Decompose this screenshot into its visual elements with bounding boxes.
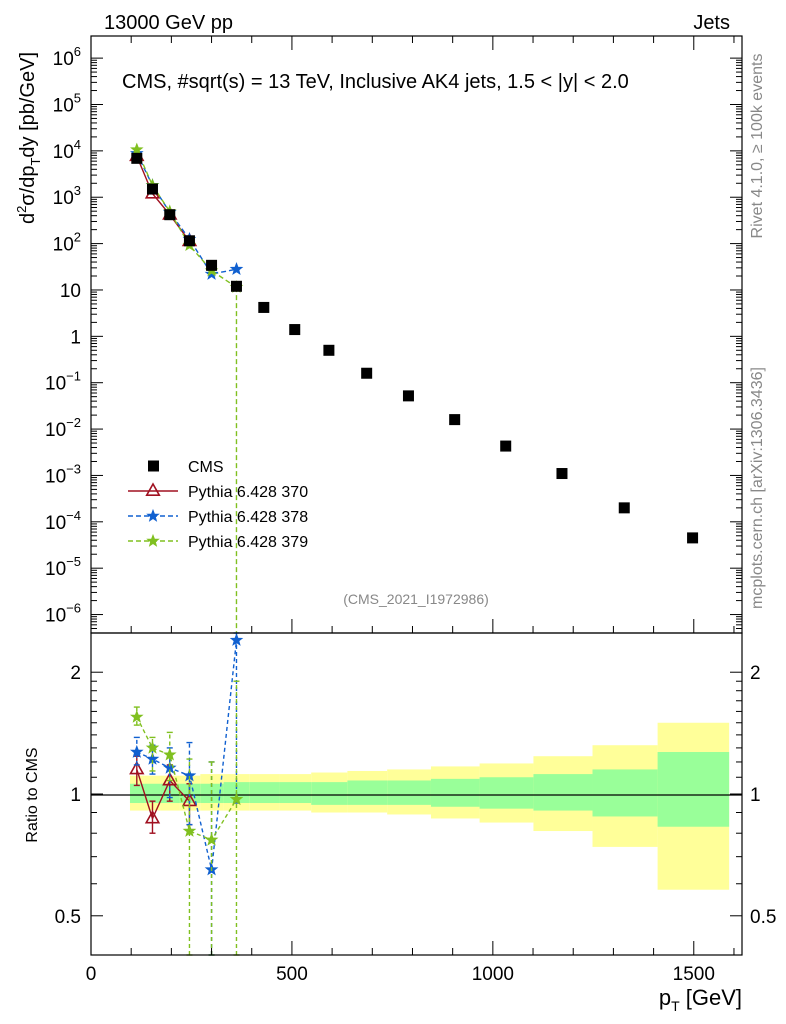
legend-cms-marker <box>148 460 159 472</box>
ratio-series-marker <box>162 771 178 786</box>
main-y-tick-label: 102 <box>53 230 81 256</box>
ratio-y-axis: 0.5 0.5 1 1 2 2 <box>55 663 777 928</box>
ratio-series-marker <box>229 792 244 806</box>
ratio-marks <box>129 632 244 956</box>
ratio-band-inner <box>479 777 534 809</box>
ratio-band-inner <box>129 783 145 804</box>
ratio-band-inner <box>279 782 312 804</box>
analysis-id: (CMS_2021_I1972986) <box>343 591 489 607</box>
legend-cms-label: CMS <box>188 459 224 476</box>
x-tick-label: 0 <box>86 964 97 985</box>
legend-label: Pythia 6.428 378 <box>188 509 308 526</box>
legend-marker <box>146 508 160 522</box>
cms-data-point <box>131 152 143 164</box>
x-label-p: p <box>659 985 671 1010</box>
cms-data-point <box>500 440 512 452</box>
cms-data-point <box>449 414 461 426</box>
ratio-series-line <box>136 716 238 841</box>
x-label-unit: [GeV] <box>680 985 742 1010</box>
main-y-axis-label: d2σ/dpTdy [pb/GeV] <box>14 52 43 224</box>
ratio-series-marker <box>145 740 160 754</box>
ratio-series-marker <box>182 823 197 837</box>
main-y-tick-label: 10−5 <box>45 554 81 580</box>
ratio-panel: 0.5 0.5 1 1 2 2 Ratio to CMS <box>24 632 777 956</box>
ratio-series-marker <box>144 809 161 824</box>
x-axis-label: pT [GeV] <box>659 985 742 1014</box>
ratio-y-axis-label: Ratio to CMS <box>24 747 41 842</box>
ratio-bands <box>129 722 730 890</box>
main-series-marker <box>229 262 244 276</box>
rivet-version-label: Rivet 4.1.0, ≥ 100k events <box>749 54 766 239</box>
ratio-band-inner <box>311 782 348 805</box>
main-y-axis: 10610510410310210110−110−210−310−410−510… <box>45 44 742 634</box>
ratio-band-inner <box>592 769 658 817</box>
legend-marker <box>145 482 161 497</box>
main-y-tick-label: 1 <box>70 327 81 348</box>
main-marks <box>129 142 699 633</box>
ratio-band-inner <box>249 782 280 804</box>
ratio-y-tick-label-right: 2 <box>750 663 761 684</box>
legend-label: Pythia 6.428 379 <box>188 534 308 551</box>
x-axis: 0 500 1000 1500 <box>86 36 735 985</box>
cms-data-point <box>146 183 158 195</box>
ratio-band-inner <box>430 778 480 807</box>
cms-data-point <box>687 532 699 544</box>
ratio-band-inner <box>144 783 161 804</box>
cms-data-point <box>164 209 176 221</box>
ratio-band-inner <box>347 780 388 805</box>
cms-data-point <box>258 301 270 313</box>
main-y-tick-label: 10−1 <box>45 369 81 395</box>
main-y-tick-label: 10−2 <box>45 415 81 441</box>
main-series-line <box>136 153 237 275</box>
ratio-band-inner <box>657 752 730 827</box>
legend-label: Pythia 6.428 370 <box>188 484 308 501</box>
ratio-series-marker <box>204 832 219 846</box>
main-y-tick-label: 10−3 <box>45 461 81 487</box>
cms-data-point <box>323 344 335 356</box>
category-label: Jets <box>693 12 730 34</box>
legend-marker <box>146 533 160 547</box>
cms-data-point <box>230 280 242 292</box>
ratio-series-marker <box>163 747 177 761</box>
cms-data-point <box>206 259 218 271</box>
cms-data-point <box>618 502 630 514</box>
main-panel: 10610510410310210110−110−210−310−410−510… <box>14 35 743 634</box>
main-y-tick-label: 105 <box>53 90 81 116</box>
x-tick-label: 1500 <box>673 964 715 985</box>
cms-data-point <box>289 324 301 336</box>
cms-data-point <box>556 468 568 480</box>
ratio-series-line <box>136 769 191 821</box>
ratio-series-marker <box>229 633 244 646</box>
ratio-y-tick-label-right: 0.5 <box>750 907 776 928</box>
main-series-line <box>136 149 237 288</box>
ratio-series-marker <box>130 709 144 723</box>
x-tick-label: 500 <box>276 964 308 985</box>
ratio-y-tick-label: 2 <box>70 663 81 684</box>
cms-data-point <box>361 367 373 379</box>
cms-data-point <box>183 235 195 247</box>
main-y-tick-label: 106 <box>53 44 81 70</box>
ratio-band-inner <box>387 780 431 805</box>
energy-label: 13000 GeV pp <box>104 12 233 34</box>
main-y-tick-label: 103 <box>53 183 81 209</box>
main-series-marker <box>130 142 144 156</box>
ratio-series-marker <box>130 744 144 758</box>
mcplots-label: mcplots.cern.ch [arXiv:1306.3436] <box>749 367 766 609</box>
legend: CMS Pythia 6.428 370 Pythia 6.428 378 Pythi… <box>128 459 308 551</box>
ratio-band-inner <box>533 774 593 811</box>
main-y-tick-label: 10−6 <box>45 601 81 627</box>
x-tick-label: 1000 <box>472 964 514 985</box>
ratio-series-marker <box>129 760 145 775</box>
x-label-sub: T <box>671 998 680 1014</box>
ratio-y-tick-label-right: 1 <box>750 785 761 806</box>
main-y-tick-label: 104 <box>53 137 81 163</box>
cms-data-point <box>402 390 414 402</box>
ratio-y-tick-label: 0.5 <box>55 907 81 928</box>
plot-title: CMS, #sqrt(s) = 13 TeV, Inclusive AK4 je… <box>122 71 629 93</box>
main-y-tick-label: 10 <box>60 281 81 302</box>
ratio-y-tick-label: 1 <box>70 785 81 806</box>
main-y-tick-label: 10−4 <box>45 508 81 534</box>
